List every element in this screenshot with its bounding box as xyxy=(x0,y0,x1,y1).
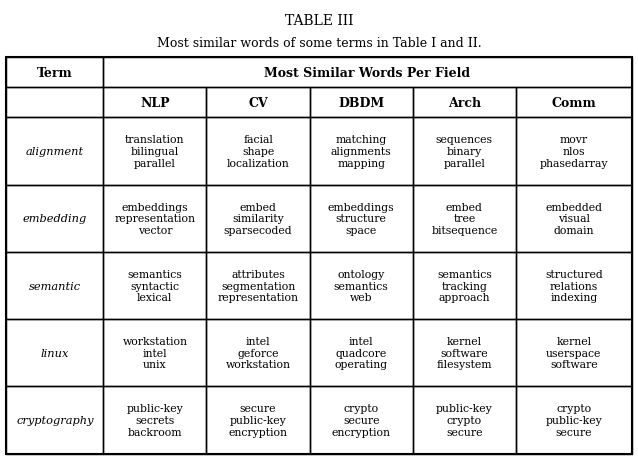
Text: Term: Term xyxy=(37,66,73,80)
Text: crypto
secure
encryption: crypto secure encryption xyxy=(332,404,390,437)
Text: embedding: embedding xyxy=(23,214,87,224)
Text: matching
alignments
mapping: matching alignments mapping xyxy=(331,135,392,168)
Text: secure
public-key
encryption: secure public-key encryption xyxy=(228,404,288,437)
Text: attributes
segmentation
representation: attributes segmentation representation xyxy=(218,269,299,302)
Text: embed
tree
bitsequence: embed tree bitsequence xyxy=(431,202,498,235)
Text: embedded
visual
domain: embedded visual domain xyxy=(545,202,602,235)
Text: semantics
syntactic
lexical: semantics syntactic lexical xyxy=(128,269,182,302)
Text: Comm: Comm xyxy=(551,96,596,110)
Text: alignment: alignment xyxy=(26,147,84,156)
Text: CV: CV xyxy=(248,96,268,110)
Text: cryptography: cryptography xyxy=(16,415,94,425)
Text: public-key
secrets
backroom: public-key secrets backroom xyxy=(126,404,183,437)
Text: embeddings
representation
vector: embeddings representation vector xyxy=(114,202,195,235)
Text: linux: linux xyxy=(41,348,69,358)
Text: Most similar words of some terms in Table I and II.: Most similar words of some terms in Tabl… xyxy=(157,37,481,50)
Text: kernel
software
filesystem: kernel software filesystem xyxy=(436,337,492,369)
Text: semantics
tracking
approach: semantics tracking approach xyxy=(437,269,492,302)
Text: public-key
crypto
secure: public-key crypto secure xyxy=(436,404,493,437)
Text: kernel
userspace
software: kernel userspace software xyxy=(546,337,602,369)
Text: semantic: semantic xyxy=(29,281,81,291)
Text: translation
bilingual
parallel: translation bilingual parallel xyxy=(125,135,184,168)
Text: ontology
semantics
web: ontology semantics web xyxy=(334,269,389,302)
Text: structured
relations
indexing: structured relations indexing xyxy=(545,269,603,302)
Text: embed
similarity
sparsecoded: embed similarity sparsecoded xyxy=(224,202,292,235)
Text: Most Similar Words Per Field: Most Similar Words Per Field xyxy=(264,66,470,80)
Text: Arch: Arch xyxy=(448,96,481,110)
Text: DBDM: DBDM xyxy=(338,96,384,110)
Text: movr
nlos
phasedarray: movr nlos phasedarray xyxy=(540,135,608,168)
Text: TABLE III: TABLE III xyxy=(285,14,353,28)
Text: facial
shape
localization: facial shape localization xyxy=(226,135,290,168)
Text: crypto
public-key
secure: crypto public-key secure xyxy=(545,404,602,437)
Text: NLP: NLP xyxy=(140,96,170,110)
Text: embeddings
structure
space: embeddings structure space xyxy=(328,202,394,235)
Text: sequences
binary
parallel: sequences binary parallel xyxy=(436,135,493,168)
Text: intel
geforce
workstation: intel geforce workstation xyxy=(226,337,290,369)
Text: intel
quadcore
operating: intel quadcore operating xyxy=(335,337,388,369)
Text: workstation
intel
unix: workstation intel unix xyxy=(122,337,188,369)
